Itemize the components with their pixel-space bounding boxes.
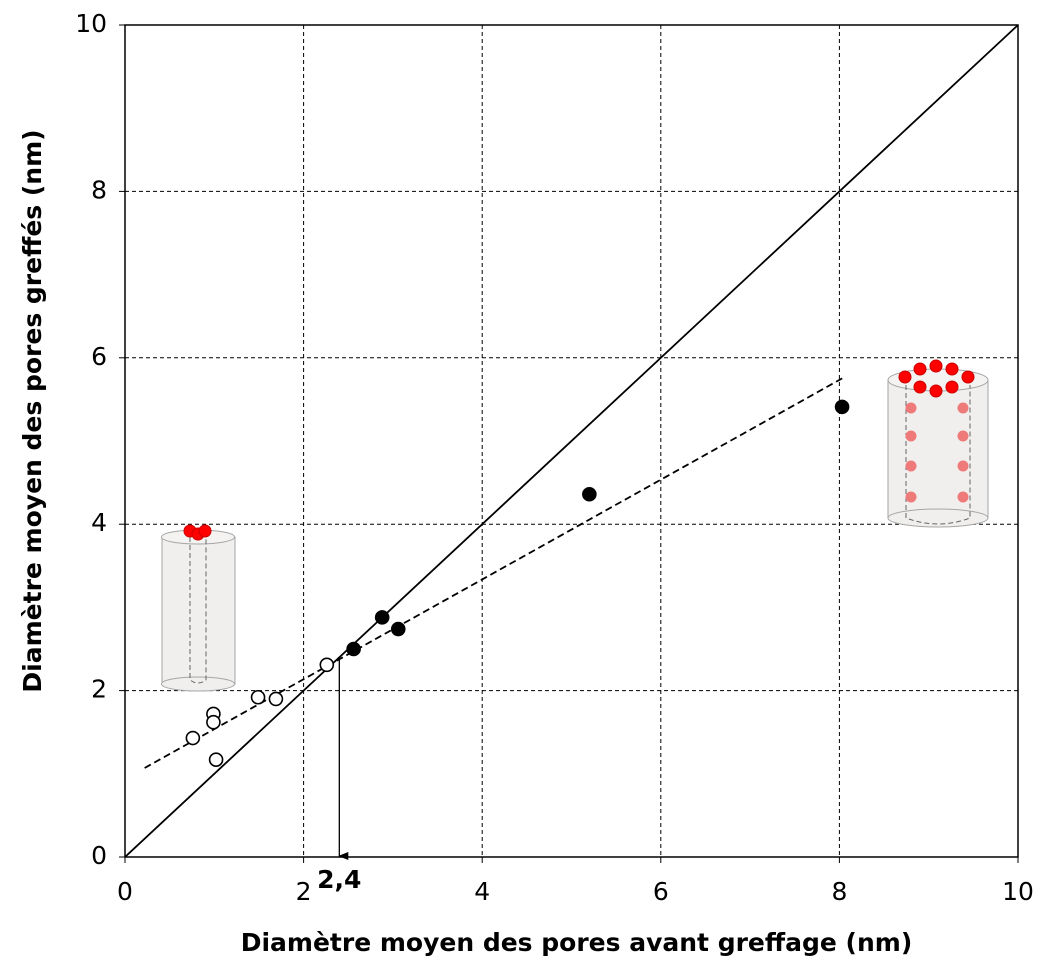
data-point [206,714,221,730]
x-axis-title: Diamètre moyen des pores avant greffage … [241,928,913,957]
y-tick-label: 6 [91,342,107,371]
data-point [319,657,335,673]
x-tick-label: 10 [1002,877,1034,906]
x-tick-label: 6 [653,877,669,906]
small-pore-illustration [161,524,236,692]
x-tick-label: 2 [296,877,312,906]
x-tick-label: 8 [831,877,847,906]
y-tick-label: 4 [91,508,107,537]
data-point [834,399,850,415]
data-point [250,689,266,705]
data-point [582,486,597,502]
plot-frame [124,24,1019,858]
y-tick-label: 2 [91,675,107,704]
x-tick-label: 0 [117,877,133,906]
data-point [185,730,201,746]
reference-line [124,24,1019,858]
data-point [374,610,390,625]
y-tick-label: 10 [75,9,107,38]
data-point [208,752,224,767]
reference-line [144,376,846,769]
y-axis-title: Diamètre moyen des pores greffés (nm) [18,129,47,692]
data-point [268,691,284,707]
data-point [390,621,406,637]
x-tick-label: 4 [474,877,490,906]
large-pore-illustration [887,359,989,528]
data-point [346,641,361,657]
y-tick-label: 0 [91,841,107,870]
annotation-label: 2,4 [317,865,361,894]
y-tick-label: 8 [91,175,107,204]
